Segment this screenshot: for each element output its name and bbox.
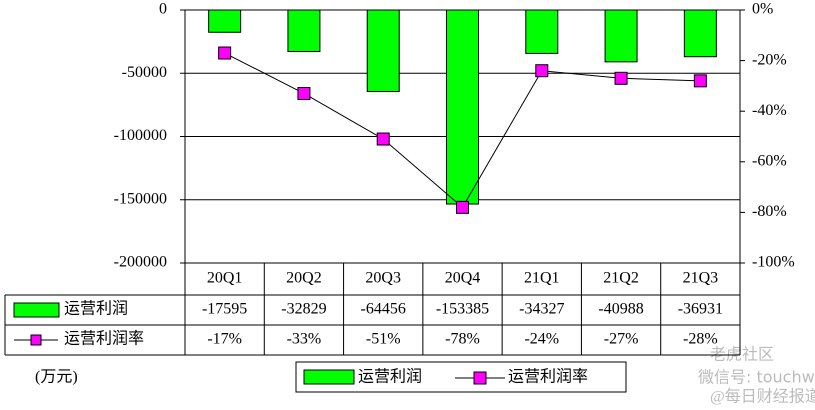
unit-label: (万元)	[35, 369, 78, 386]
point	[614, 71, 628, 85]
table-value: -153385	[436, 301, 489, 318]
y2-tick-label: -100%	[752, 254, 795, 271]
table-value: -64456	[361, 301, 406, 318]
point	[376, 132, 390, 146]
table-value: -27%	[604, 331, 639, 348]
x-tick-label: 21Q2	[603, 270, 639, 287]
y2-tick-label: -80%	[752, 203, 787, 220]
y2-tick-label: -60%	[752, 152, 787, 169]
y-tick-label: -150000	[114, 190, 167, 207]
table-value: -40988	[598, 301, 643, 318]
legend-swatch	[303, 369, 355, 385]
table-value: -78%	[445, 331, 480, 348]
bar	[208, 9, 242, 33]
legend-label: 运营利润	[358, 368, 422, 386]
y2-tick-label: -20%	[752, 51, 787, 68]
y-tick-label: -100000	[114, 127, 167, 144]
bar	[525, 9, 559, 54]
y-tick-label: -50000	[122, 64, 167, 81]
table-value: -17595	[202, 301, 247, 318]
y-tick-label: -200000	[114, 254, 167, 271]
point	[297, 86, 311, 100]
table-value: -24%	[524, 331, 559, 348]
y-tick-label: 0	[159, 1, 167, 18]
row-label: 运营利润	[64, 300, 128, 318]
table-value: -32829	[281, 301, 326, 318]
table-value: -33%	[287, 331, 322, 348]
legend-marker	[30, 334, 42, 346]
x-tick-label: 21Q3	[683, 270, 719, 287]
bar	[604, 9, 638, 63]
point	[693, 74, 707, 88]
point	[218, 46, 232, 60]
legend-marker	[473, 371, 487, 385]
legend-label: 运营利润率	[508, 368, 588, 386]
bar	[287, 9, 321, 53]
table-value: -51%	[366, 331, 401, 348]
legend-swatch	[13, 302, 60, 318]
watermark: @每日财经报道	[710, 388, 815, 406]
table-value: -17%	[207, 331, 242, 348]
table-value: -36931	[678, 301, 723, 318]
x-tick-label: 20Q3	[365, 270, 401, 287]
table-value: -28%	[683, 331, 718, 348]
y2-tick-label: -40%	[752, 102, 787, 119]
watermark: 老虎社区	[710, 346, 774, 364]
x-tick-label: 20Q2	[286, 270, 322, 287]
bar	[683, 9, 717, 58]
point	[456, 200, 469, 214]
y2-tick-label: 0%	[752, 1, 773, 18]
x-tick-label: 20Q1	[207, 270, 243, 287]
x-tick-label: 20Q4	[445, 270, 481, 287]
bar	[366, 9, 400, 93]
watermark: 微信号: touchweb	[698, 368, 815, 387]
bar	[446, 9, 479, 205]
row-label: 运营利润率	[64, 330, 144, 348]
point	[535, 64, 549, 78]
table-value: -34327	[519, 301, 564, 318]
x-tick-label: 21Q1	[524, 270, 560, 287]
